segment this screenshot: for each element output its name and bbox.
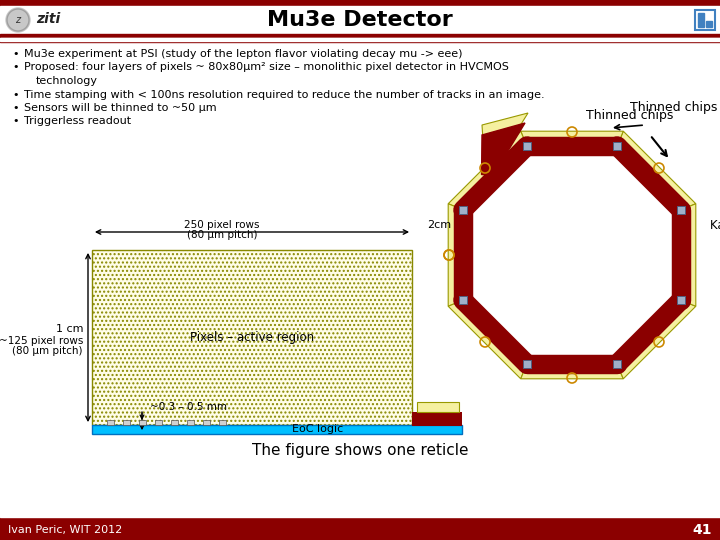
Text: •: •: [13, 117, 19, 126]
Polygon shape: [482, 123, 525, 174]
Text: The figure shows one reticle: The figure shows one reticle: [252, 442, 468, 457]
Bar: [459, 206, 467, 214]
Bar: [523, 142, 531, 150]
Text: EoC logic: EoC logic: [292, 424, 343, 435]
Bar: [698, 13, 704, 27]
Bar: [412, 412, 462, 426]
Text: 2cm: 2cm: [427, 220, 451, 230]
Text: •: •: [13, 63, 19, 72]
Bar: [171, 420, 178, 425]
Bar: [123, 420, 130, 425]
Bar: [523, 360, 531, 368]
Text: Thinned chips: Thinned chips: [586, 109, 674, 122]
Polygon shape: [618, 131, 696, 209]
Text: Pixels – active region: Pixels – active region: [190, 331, 314, 344]
Bar: [187, 420, 194, 425]
Text: (80 μm pitch): (80 μm pitch): [12, 347, 83, 356]
Bar: [695, 10, 715, 30]
Bar: [219, 420, 226, 425]
Circle shape: [6, 8, 30, 32]
Text: 1 cm: 1 cm: [55, 325, 83, 334]
Polygon shape: [521, 366, 624, 379]
Bar: [417, 402, 459, 412]
Bar: [0, 38, 720, 42]
Bar: [613, 142, 621, 150]
Text: Time stamping with < 100ns resolution required to reduce the number of tracks in: Time stamping with < 100ns resolution re…: [24, 90, 544, 99]
Bar: [92, 425, 462, 434]
Polygon shape: [449, 131, 526, 209]
Bar: [0, 0, 720, 38]
Bar: [0, 6, 720, 34]
Text: 41: 41: [693, 523, 712, 537]
Bar: [0, 3, 720, 35]
Text: z: z: [15, 15, 21, 25]
Bar: [0, 515, 720, 517]
Text: Triggerless readout: Triggerless readout: [24, 117, 131, 126]
Text: Kapton PCB: Kapton PCB: [710, 219, 720, 232]
Bar: [0, 520, 720, 540]
Polygon shape: [618, 301, 696, 379]
Text: (80 μm pitch): (80 μm pitch): [186, 230, 257, 240]
Text: Sensors will be thinned to ~50 μm: Sensors will be thinned to ~50 μm: [24, 103, 217, 113]
Polygon shape: [683, 204, 696, 306]
Bar: [677, 206, 685, 214]
Bar: [613, 360, 621, 368]
Bar: [92, 250, 412, 425]
Bar: [139, 420, 146, 425]
Text: Thinned chips: Thinned chips: [630, 101, 717, 114]
Polygon shape: [521, 131, 624, 144]
Bar: [203, 420, 210, 425]
Bar: [0, 38, 720, 40]
Text: ~125 pixel rows: ~125 pixel rows: [0, 336, 83, 347]
Text: Ivan Peric, WIT 2012: Ivan Peric, WIT 2012: [8, 525, 122, 535]
Text: 250 pixel rows: 250 pixel rows: [184, 220, 260, 230]
Text: Mu3e Detector: Mu3e Detector: [267, 10, 453, 30]
Bar: [677, 296, 685, 304]
Text: ziti: ziti: [36, 12, 60, 26]
Bar: [459, 296, 467, 304]
Polygon shape: [449, 301, 526, 379]
Text: •: •: [13, 90, 19, 99]
Bar: [107, 420, 114, 425]
Bar: [0, 517, 720, 520]
Bar: [706, 21, 712, 27]
Text: Mu3e experiment at PSI (study of the lepton flavor violating decay mu -> eee): Mu3e experiment at PSI (study of the lep…: [24, 49, 462, 59]
Text: Proposed: four layers of pixels ~ 80x80μm² size – monolithic pixel detector in H: Proposed: four layers of pixels ~ 80x80μ…: [24, 63, 509, 72]
Text: technology: technology: [36, 76, 98, 86]
Bar: [695, 10, 715, 30]
Polygon shape: [449, 204, 461, 306]
Bar: [0, 38, 720, 41]
Bar: [0, 0, 720, 6]
Bar: [155, 420, 162, 425]
Bar: [0, 0, 720, 39]
Bar: [0, 34, 720, 38]
Text: •: •: [13, 49, 19, 59]
Text: •: •: [13, 103, 19, 113]
Polygon shape: [482, 113, 528, 164]
Text: ~0.3 – 0.5 mm: ~0.3 – 0.5 mm: [150, 402, 227, 412]
